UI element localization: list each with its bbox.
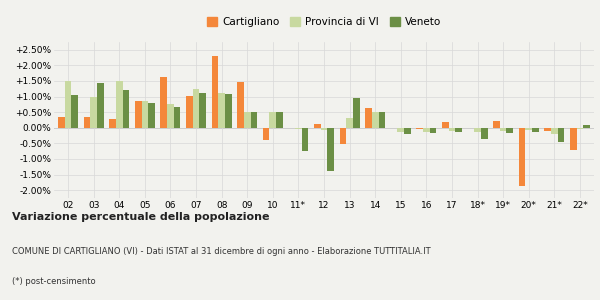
Bar bbox=[397, 128, 404, 133]
Bar bbox=[340, 128, 346, 144]
Bar bbox=[83, 117, 91, 128]
Bar bbox=[91, 97, 97, 128]
Bar bbox=[142, 101, 148, 128]
Bar bbox=[295, 128, 302, 129]
Bar bbox=[244, 112, 251, 128]
Bar bbox=[71, 95, 78, 128]
Bar bbox=[314, 124, 320, 128]
Bar bbox=[416, 128, 423, 129]
Bar bbox=[493, 121, 500, 128]
Bar bbox=[474, 128, 481, 131]
Bar bbox=[430, 128, 436, 134]
Bar bbox=[379, 112, 385, 128]
Bar bbox=[199, 94, 206, 128]
Bar bbox=[328, 128, 334, 172]
Bar bbox=[65, 81, 71, 128]
Bar bbox=[237, 82, 244, 128]
Bar bbox=[174, 106, 181, 128]
Text: COMUNE DI CARTIGLIANO (VI) - Dati ISTAT al 31 dicembre di ogni anno - Elaborazio: COMUNE DI CARTIGLIANO (VI) - Dati ISTAT … bbox=[12, 248, 431, 256]
Bar bbox=[116, 81, 122, 128]
Bar bbox=[526, 128, 532, 130]
Bar bbox=[109, 119, 116, 128]
Bar bbox=[269, 112, 276, 128]
Bar bbox=[455, 128, 462, 131]
Bar bbox=[570, 128, 577, 150]
Bar bbox=[577, 128, 583, 129]
Bar bbox=[365, 107, 372, 128]
Bar bbox=[186, 96, 193, 128]
Bar bbox=[193, 89, 199, 128]
Bar bbox=[58, 117, 65, 128]
Bar bbox=[583, 125, 590, 128]
Bar bbox=[544, 128, 551, 131]
Text: Variazione percentuale della popolazione: Variazione percentuale della popolazione bbox=[12, 212, 269, 221]
Bar bbox=[519, 128, 526, 186]
Bar bbox=[404, 128, 411, 134]
Bar bbox=[372, 112, 379, 128]
Bar bbox=[532, 128, 539, 133]
Bar bbox=[276, 112, 283, 128]
Bar bbox=[135, 101, 142, 128]
Text: (*) post-censimento: (*) post-censimento bbox=[12, 278, 95, 286]
Bar bbox=[160, 77, 167, 128]
Bar bbox=[506, 128, 513, 134]
Bar bbox=[97, 82, 104, 128]
Bar bbox=[481, 128, 488, 139]
Bar bbox=[263, 128, 269, 140]
Bar bbox=[346, 118, 353, 128]
Bar bbox=[449, 128, 455, 131]
Bar bbox=[167, 104, 174, 128]
Bar bbox=[218, 94, 225, 128]
Bar bbox=[148, 103, 155, 128]
Bar bbox=[212, 56, 218, 128]
Bar bbox=[353, 98, 359, 128]
Legend: Cartigliano, Provincia di VI, Veneto: Cartigliano, Provincia di VI, Veneto bbox=[202, 13, 446, 32]
Bar bbox=[442, 122, 449, 128]
Bar bbox=[551, 128, 557, 134]
Bar bbox=[251, 112, 257, 128]
Bar bbox=[423, 128, 430, 133]
Bar bbox=[557, 128, 565, 142]
Bar bbox=[225, 94, 232, 128]
Bar bbox=[122, 90, 129, 128]
Bar bbox=[500, 128, 506, 131]
Bar bbox=[302, 128, 308, 151]
Bar bbox=[320, 128, 328, 130]
